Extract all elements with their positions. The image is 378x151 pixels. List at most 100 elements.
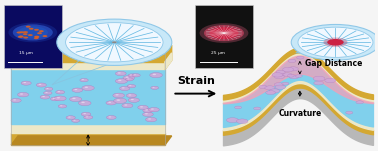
Circle shape xyxy=(266,91,276,95)
Circle shape xyxy=(23,37,28,39)
Circle shape xyxy=(8,23,57,42)
Circle shape xyxy=(129,85,132,86)
Circle shape xyxy=(85,87,88,88)
Circle shape xyxy=(114,98,127,103)
Circle shape xyxy=(86,116,88,117)
Circle shape xyxy=(115,71,126,76)
Bar xyxy=(11,54,165,145)
Circle shape xyxy=(236,119,248,124)
Circle shape xyxy=(325,78,336,83)
Text: 25 μm: 25 μm xyxy=(211,51,225,55)
Circle shape xyxy=(138,105,148,109)
Circle shape xyxy=(43,91,52,95)
Circle shape xyxy=(39,84,41,85)
Polygon shape xyxy=(11,124,165,133)
Circle shape xyxy=(83,113,86,114)
Circle shape xyxy=(265,86,275,90)
Circle shape xyxy=(115,94,119,95)
Circle shape xyxy=(81,112,91,116)
Circle shape xyxy=(51,97,60,101)
Circle shape xyxy=(313,76,325,81)
Circle shape xyxy=(17,92,29,97)
Circle shape xyxy=(128,98,139,102)
Circle shape xyxy=(66,116,75,119)
Circle shape xyxy=(143,112,153,117)
Circle shape xyxy=(39,30,44,32)
Circle shape xyxy=(327,39,344,46)
Circle shape xyxy=(149,108,159,112)
Circle shape xyxy=(282,82,289,85)
Circle shape xyxy=(57,19,172,65)
Circle shape xyxy=(131,99,134,100)
Circle shape xyxy=(124,104,127,106)
Circle shape xyxy=(118,72,121,74)
Circle shape xyxy=(150,73,162,78)
Circle shape xyxy=(81,102,85,103)
Circle shape xyxy=(132,74,140,77)
Circle shape xyxy=(274,83,284,87)
Circle shape xyxy=(295,75,302,77)
Circle shape xyxy=(288,67,298,71)
Circle shape xyxy=(29,28,34,30)
Circle shape xyxy=(287,74,294,77)
Circle shape xyxy=(148,118,151,120)
Circle shape xyxy=(113,93,124,98)
Polygon shape xyxy=(11,133,165,145)
Circle shape xyxy=(267,91,274,94)
Circle shape xyxy=(19,31,24,33)
Circle shape xyxy=(119,86,130,91)
Circle shape xyxy=(254,107,261,110)
Circle shape xyxy=(70,97,82,102)
Circle shape xyxy=(209,27,239,39)
Circle shape xyxy=(73,120,76,121)
Circle shape xyxy=(123,76,135,80)
Circle shape xyxy=(45,87,53,91)
Circle shape xyxy=(20,93,23,95)
Circle shape xyxy=(42,35,47,37)
Circle shape xyxy=(289,75,299,79)
Circle shape xyxy=(122,87,125,88)
Circle shape xyxy=(79,101,91,106)
Circle shape xyxy=(53,98,55,99)
Circle shape xyxy=(298,27,373,57)
Polygon shape xyxy=(165,53,172,69)
Circle shape xyxy=(82,85,94,90)
Circle shape xyxy=(45,92,48,93)
Circle shape xyxy=(259,85,267,88)
Circle shape xyxy=(200,23,248,43)
Circle shape xyxy=(28,34,33,36)
Circle shape xyxy=(26,26,31,28)
Circle shape xyxy=(146,117,156,122)
Circle shape xyxy=(272,73,283,77)
Circle shape xyxy=(145,109,148,111)
Circle shape xyxy=(274,75,284,79)
Circle shape xyxy=(57,97,60,98)
Circle shape xyxy=(275,85,286,89)
Circle shape xyxy=(112,41,117,43)
Circle shape xyxy=(23,31,28,33)
Circle shape xyxy=(13,99,16,101)
Circle shape xyxy=(42,96,45,97)
Circle shape xyxy=(46,88,49,89)
Circle shape xyxy=(84,116,93,119)
Text: Strain: Strain xyxy=(177,76,215,86)
Circle shape xyxy=(128,74,136,77)
Circle shape xyxy=(291,24,378,60)
Circle shape xyxy=(58,105,67,108)
Circle shape xyxy=(36,83,46,87)
Circle shape xyxy=(40,95,50,99)
Circle shape xyxy=(34,37,39,39)
Text: Curvature: Curvature xyxy=(278,109,321,118)
Circle shape xyxy=(143,108,153,112)
Text: 15 μm: 15 μm xyxy=(19,51,33,55)
Polygon shape xyxy=(11,54,165,62)
Circle shape xyxy=(314,81,324,85)
Circle shape xyxy=(82,79,84,80)
Circle shape xyxy=(107,116,116,119)
Circle shape xyxy=(34,29,39,31)
Circle shape xyxy=(152,87,155,88)
Circle shape xyxy=(126,93,136,98)
Polygon shape xyxy=(11,69,165,124)
Circle shape xyxy=(72,98,76,99)
Text: Gap Distance: Gap Distance xyxy=(305,59,363,68)
